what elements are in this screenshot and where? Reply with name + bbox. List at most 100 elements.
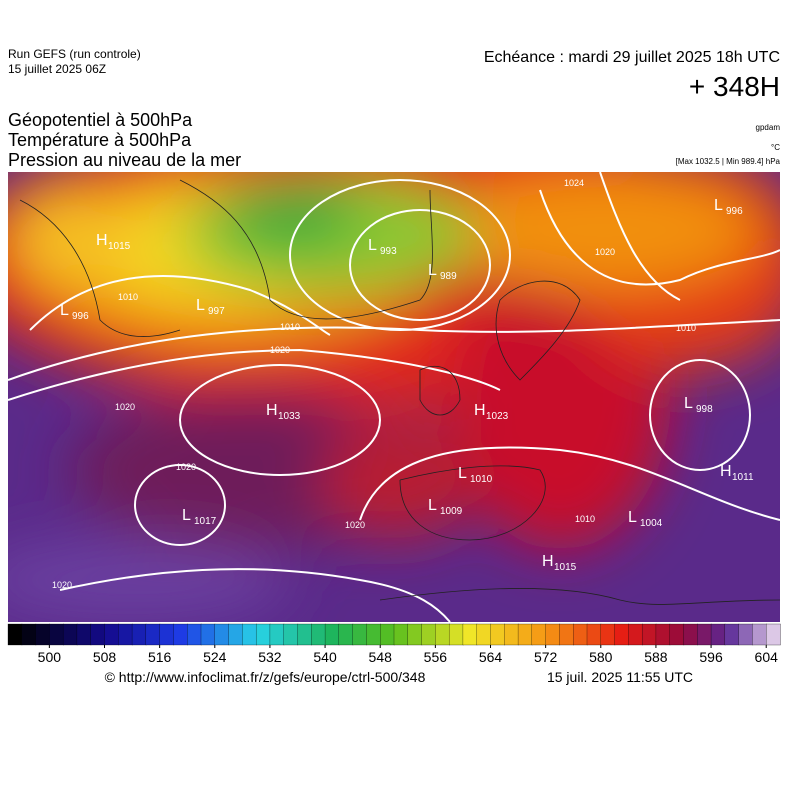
- center-letter: L: [684, 395, 693, 412]
- center-letter: L: [714, 197, 723, 214]
- center-letter: H: [266, 402, 278, 419]
- colorbar-tick-label: 540: [313, 649, 337, 665]
- center-letter: L: [60, 302, 69, 319]
- colorbar-tick-label: 564: [479, 649, 503, 665]
- colorbar-cell: [683, 623, 698, 646]
- center-value: 1011: [732, 472, 754, 483]
- colorbar-cell: [200, 623, 216, 646]
- colorbar-cell: [311, 623, 326, 646]
- colorbar-cell: [490, 623, 505, 646]
- colorbar-cell: [366, 623, 381, 646]
- unit-label: °C: [771, 143, 780, 152]
- center-letter: H: [542, 553, 554, 570]
- center-value: 993: [380, 246, 397, 257]
- center-letter: L: [428, 262, 437, 279]
- colorbar-cell: [255, 623, 271, 646]
- center-value: 989: [440, 271, 457, 282]
- isobars: [8, 172, 780, 622]
- center-letter: L: [428, 497, 437, 514]
- colorbar: 500 508 516 524 532 540 548 556 564 572 580 588 596 6…: [7, 623, 781, 665]
- colorbar-tick-label: 556: [424, 649, 448, 665]
- colorbar-cell: [187, 623, 202, 646]
- center-letter: L: [458, 465, 467, 482]
- colorbar-cell: [324, 623, 340, 646]
- title-line: Géopotentiel à 500hPa: [8, 110, 193, 130]
- isobar-label: 1020: [115, 402, 135, 412]
- colorbar-cell: [7, 623, 23, 646]
- colorbar-tick-label: 588: [644, 649, 668, 665]
- colorbar-tick-label: 500: [38, 649, 62, 665]
- colorbar-cell: [283, 623, 299, 646]
- issue-time: 15 juil. 2025 11:55 UTC: [547, 669, 693, 685]
- center-letter: H: [96, 232, 108, 249]
- center-letter: L: [196, 297, 205, 314]
- colorbar-tick-label: 532: [258, 649, 282, 665]
- colorbar-cell: [352, 623, 368, 646]
- center-value: 996: [726, 206, 743, 217]
- colorbar-cell: [504, 623, 519, 646]
- colorbar-cell: [573, 623, 588, 646]
- colorbar-tick-label: 572: [534, 649, 558, 665]
- colorbar-cell: [559, 623, 574, 646]
- colorbar-cell: [628, 623, 643, 646]
- colorbar-cell: [35, 623, 51, 646]
- colorbar-cell: [104, 623, 119, 646]
- isobar-label: 1010: [280, 322, 300, 332]
- colorbar-tick-label: 516: [148, 649, 172, 665]
- colorbar-tick-label: 604: [755, 649, 779, 665]
- colorbar-cell: [393, 623, 409, 646]
- colorbar-tick-label: 580: [589, 649, 613, 665]
- colorbar-cell: [614, 623, 630, 646]
- colorbar-cell: [62, 623, 78, 646]
- center-value: 1023: [486, 411, 509, 422]
- colorbar-cell: [600, 623, 616, 646]
- colorbar-cell: [462, 623, 478, 646]
- center-value: 1010: [470, 474, 493, 485]
- colorbar-tick-label: 548: [369, 649, 393, 665]
- source-url: © http://www.infoclimat.fr/z/gefs/europe…: [105, 669, 426, 685]
- colorbar-cell: [724, 623, 740, 646]
- colorbar-cell: [517, 623, 533, 646]
- isobar-labels: 1010 1020 1020 1020 1020 1020 1024 1020 1010 1010…: [52, 178, 696, 590]
- colorbar-cell: [131, 623, 147, 646]
- colorbar-cell: [380, 623, 395, 646]
- center-letter: L: [182, 507, 191, 524]
- colorbar-cell: [697, 623, 712, 646]
- center-letter: L: [368, 237, 377, 254]
- isobar-label: 1020: [595, 247, 615, 257]
- colorbar-cell: [669, 623, 685, 646]
- coastlines: [19, 179, 780, 605]
- colorbar-cell: [407, 623, 423, 646]
- center-letter: H: [474, 402, 486, 419]
- colorbar-cell: [435, 623, 450, 646]
- colorbar-cell: [655, 623, 671, 646]
- center-value: 996: [72, 311, 89, 322]
- isobar-label: 1020: [270, 345, 290, 355]
- colorbar-cell: [545, 623, 561, 646]
- run-date: 15 juillet 2025 06Z: [8, 62, 106, 76]
- isobar-label: 1020: [52, 580, 72, 590]
- center-value: 997: [208, 306, 225, 317]
- colorbar-cell: [269, 623, 285, 646]
- isobar-label: 1010: [575, 514, 595, 524]
- center-value: 1015: [554, 562, 577, 573]
- colorbar-cell: [76, 623, 92, 646]
- colorbar-cell: [448, 623, 464, 646]
- colorbar-cell: [159, 623, 175, 646]
- isobar-label: 1010: [118, 292, 138, 302]
- temperature-field: [8, 172, 780, 620]
- colorbar-cell: [297, 623, 312, 646]
- colorbar-cell: [752, 623, 767, 646]
- center-value: 1004: [640, 518, 663, 529]
- title-line: Pression au niveau de la mer: [8, 150, 241, 170]
- forecast-time: Echéance : mardi 29 juillet 2025 18h UTC: [484, 49, 780, 66]
- colorbar-cell: [242, 623, 257, 646]
- colorbar-cell: [173, 623, 188, 646]
- center-letter: L: [628, 509, 637, 526]
- isobar-label: 1020: [345, 520, 365, 530]
- unit-label: gpdam: [756, 123, 781, 132]
- center-letter: H: [720, 463, 732, 480]
